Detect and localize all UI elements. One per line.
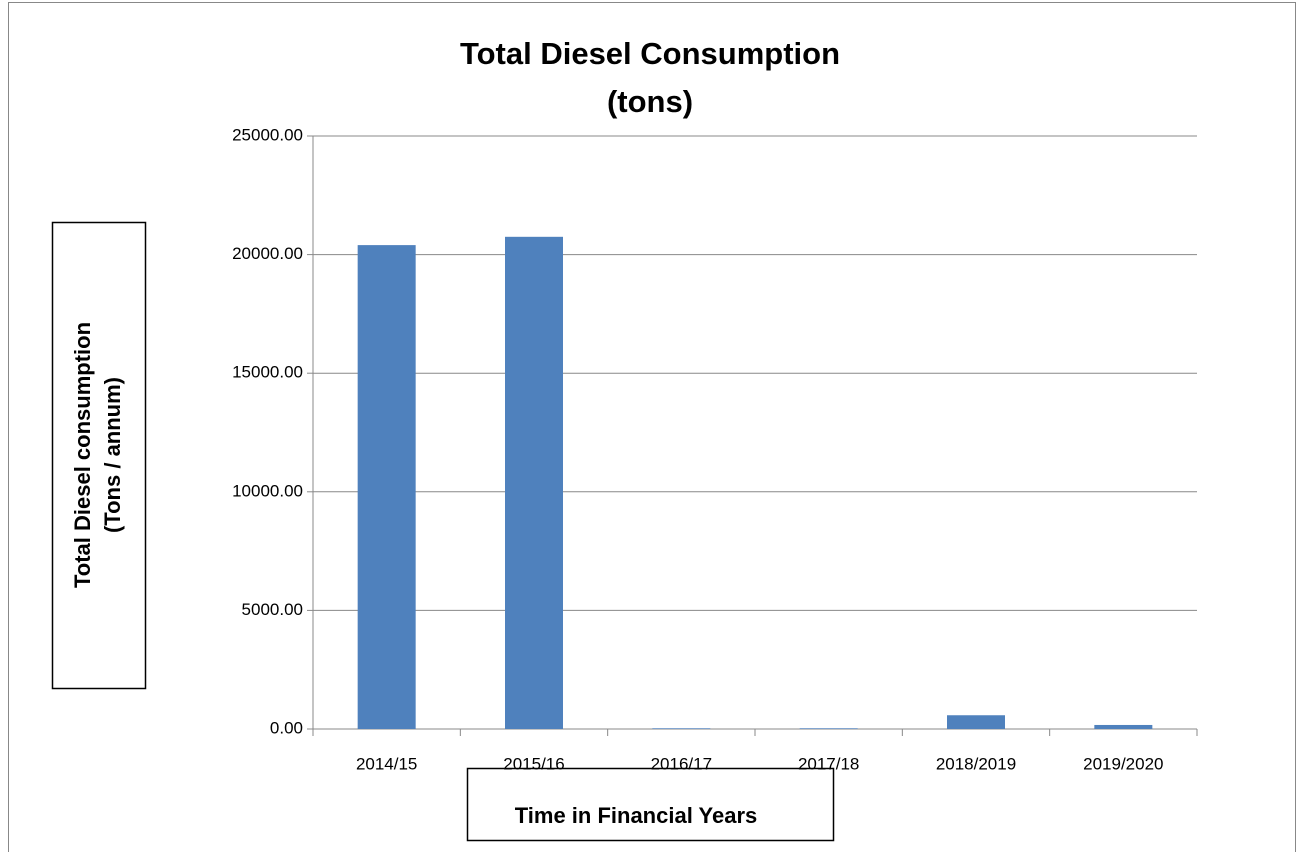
y-tick-label: 25000.00 xyxy=(232,125,303,144)
y-label-box xyxy=(51,221,147,690)
chart-title: (tons) xyxy=(607,84,693,119)
x-tick-label: 2015/16 xyxy=(503,754,564,773)
bar xyxy=(799,728,858,729)
y-axis-label: (Tons / annum) xyxy=(100,377,125,533)
x-axis-label: Time in Financial Years xyxy=(515,803,758,828)
x-tick-label: 2014/15 xyxy=(356,754,417,773)
y-axis-label: Total Diesel consumption xyxy=(70,322,95,588)
bar xyxy=(947,715,1005,729)
x-tick-label: 2019/2020 xyxy=(1083,754,1163,773)
chart-frame xyxy=(8,2,1296,852)
bar xyxy=(357,245,416,729)
x-tick-label: 2016/17 xyxy=(651,754,712,773)
x-tick-label: 2017/18 xyxy=(798,754,859,773)
y-tick-label: 10000.00 xyxy=(232,481,303,500)
x-tick-label: 2018/2019 xyxy=(936,754,1016,773)
bar xyxy=(652,728,711,729)
y-tick-label: 0.00 xyxy=(270,718,303,737)
y-tick-label: 20000.00 xyxy=(232,244,303,263)
y-tick-label: 5000.00 xyxy=(242,600,303,619)
chart-title: Total Diesel Consumption xyxy=(460,36,840,71)
bar xyxy=(505,236,563,729)
bar xyxy=(1094,724,1153,729)
y-tick-label: 15000.00 xyxy=(232,363,303,382)
x-label-box xyxy=(466,767,835,842)
